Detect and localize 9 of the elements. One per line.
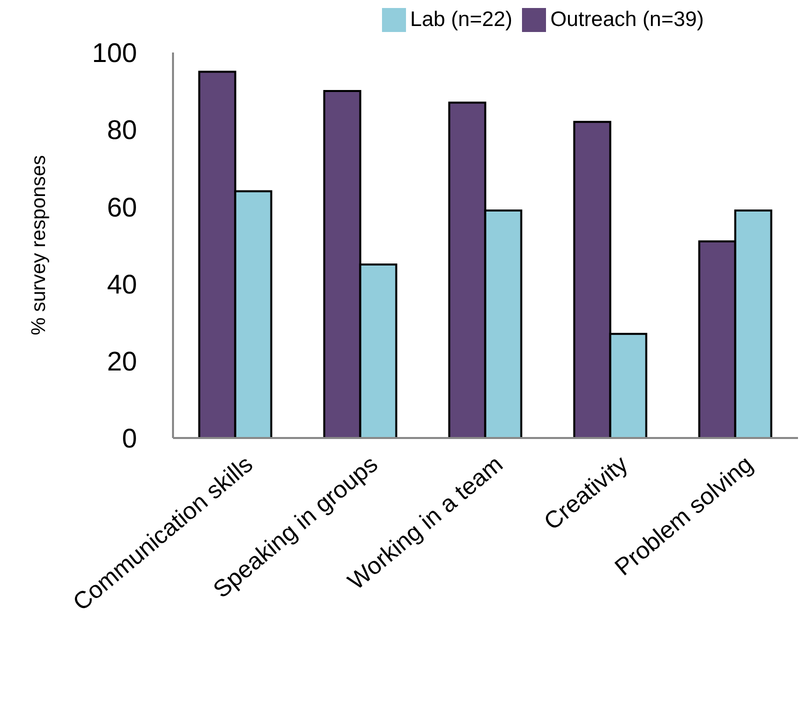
y-tick-label: 40 bbox=[106, 269, 137, 300]
y-axis-title: % survey responses bbox=[28, 155, 50, 336]
y-tick-label: 0 bbox=[122, 424, 137, 454]
y-tick-label: 100 bbox=[92, 38, 137, 68]
legend-label: Outreach (n=39) bbox=[550, 8, 704, 31]
y-tick-label: 20 bbox=[106, 346, 137, 376]
y-tick-label: 80 bbox=[106, 115, 137, 146]
legend-label: Lab (n=22) bbox=[410, 8, 512, 31]
y-tick-label: 60 bbox=[106, 192, 137, 222]
